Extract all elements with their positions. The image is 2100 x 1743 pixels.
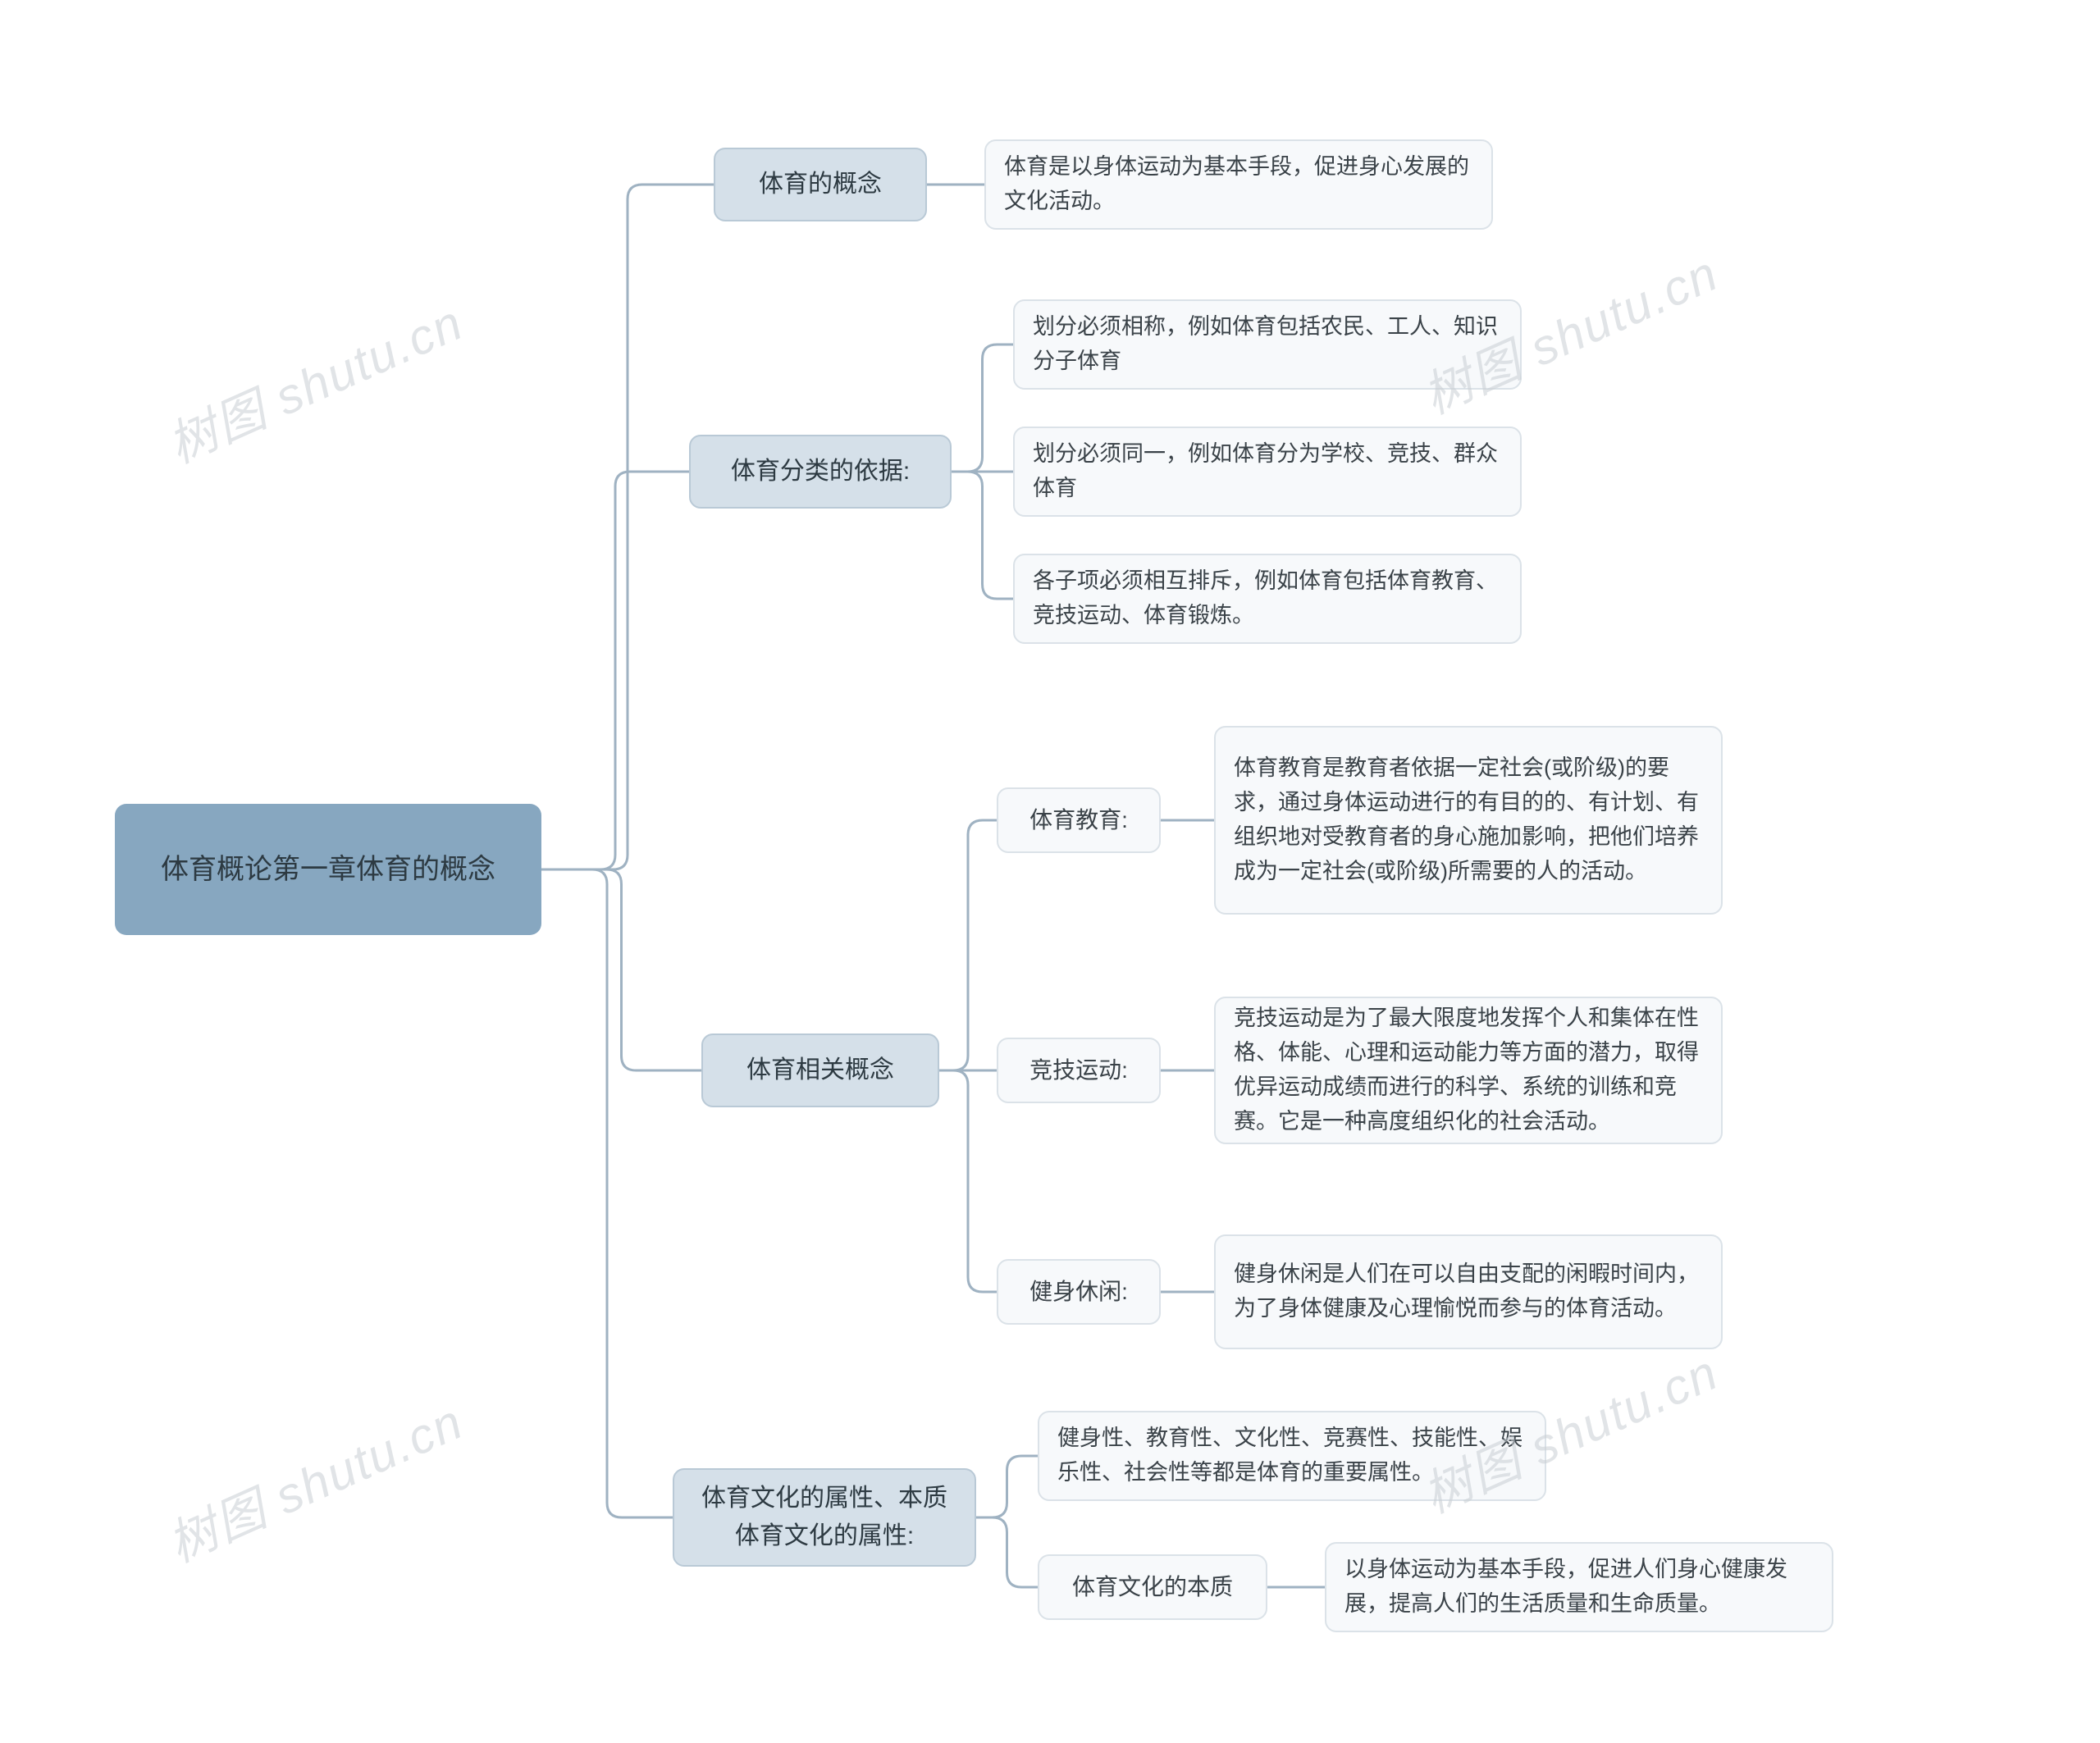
leaf-b4l1[interactable]: 健身性、教育性、文化性、竞赛性、技能性、娱乐性、社会性等都是体育的重要属性。 [1038, 1411, 1546, 1501]
leaf-b2l3-label: 各子项必须相互排斥，例如体育包括体育教育、竞技运动、体育锻炼。 [1033, 564, 1502, 633]
leaf-b2l2[interactable]: 划分必须同一，例如体育分为学校、竞技、群众体育 [1013, 427, 1522, 517]
sub-b3s2-label: 竞技运动: [1029, 1052, 1128, 1088]
root-node[interactable]: 体育概论第一章体育的概念 [115, 804, 541, 935]
branch-b1[interactable]: 体育的概念 [714, 148, 927, 221]
leaf-b2l1[interactable]: 划分必须相称，例如体育包括农民、工人、知识分子体育 [1013, 299, 1522, 390]
branch-b4[interactable]: 体育文化的属性、本质体育文化的属性: [673, 1468, 976, 1567]
leaf-b1l1[interactable]: 体育是以身体运动为基本手段，促进身心发展的文化活动。 [984, 139, 1493, 230]
sub-b3s1-label: 体育教育: [1029, 802, 1128, 837]
branch-b2[interactable]: 体育分类的依据: [689, 435, 952, 509]
leaf-b2l3[interactable]: 各子项必须相互排斥，例如体育包括体育教育、竞技运动、体育锻炼。 [1013, 554, 1522, 644]
branch-b1-label: 体育的概念 [759, 166, 882, 204]
root-node-label: 体育概论第一章体育的概念 [161, 848, 495, 892]
sub-b3s3[interactable]: 健身休闲: [997, 1259, 1161, 1325]
leaf-b2l2-label: 划分必须同一，例如体育分为学校、竞技、群众体育 [1033, 437, 1502, 506]
watermark: 树图 shutu.cn [155, 283, 473, 477]
branch-b3-label: 体育相关概念 [746, 1052, 894, 1090]
leaf-b2l1-label: 划分必须相称，例如体育包括农民、工人、知识分子体育 [1033, 310, 1502, 379]
branch-b4-label: 体育文化的属性、本质体育文化的属性: [691, 1480, 958, 1556]
leaf-b3s3l1-label: 健身休闲是人们在可以自由支配的闲暇时间内，为了身体健康及心理愉悦而参与的体育活动… [1234, 1257, 1703, 1326]
sub-b3s3-label: 健身休闲: [1029, 1274, 1128, 1309]
leaf-b4s1l1[interactable]: 以身体运动为基本手段，促进人们身心健康发展，提高人们的生活质量和生命质量。 [1325, 1542, 1833, 1632]
branch-b3[interactable]: 体育相关概念 [701, 1033, 939, 1107]
leaf-b3s1l1-label: 体育教育是教育者依据一定社会(或阶级)的要求，通过身体运动进行的有目的的、有计划… [1234, 751, 1703, 888]
leaf-b1l1-label: 体育是以身体运动为基本手段，促进身心发展的文化活动。 [1004, 150, 1473, 219]
sub-b3s1[interactable]: 体育教育: [997, 787, 1161, 853]
sub-b4s1-label: 体育文化的本质 [1072, 1569, 1233, 1604]
leaf-b3s2l1-label: 竞技运动是为了最大限度地发挥个人和集体在性格、体能、心理和运动能力等方面的潜力，… [1234, 1002, 1703, 1138]
leaf-b3s2l1[interactable]: 竞技运动是为了最大限度地发挥个人和集体在性格、体能、心理和运动能力等方面的潜力，… [1214, 997, 1723, 1144]
leaf-b3s1l1[interactable]: 体育教育是教育者依据一定社会(或阶级)的要求，通过身体运动进行的有目的的、有计划… [1214, 726, 1723, 915]
watermark: 树图 shutu.cn [155, 1382, 473, 1576]
leaf-b4s1l1-label: 以身体运动为基本手段，促进人们身心健康发展，提高人们的生活质量和生命质量。 [1344, 1553, 1814, 1622]
branch-b2-label: 体育分类的依据: [731, 453, 910, 491]
sub-b3s2[interactable]: 竞技运动: [997, 1038, 1161, 1103]
leaf-b4l1-label: 健身性、教育性、文化性、竞赛性、技能性、娱乐性、社会性等都是体育的重要属性。 [1057, 1421, 1527, 1490]
sub-b4s1[interactable]: 体育文化的本质 [1038, 1554, 1267, 1620]
leaf-b3s3l1[interactable]: 健身休闲是人们在可以自由支配的闲暇时间内，为了身体健康及心理愉悦而参与的体育活动… [1214, 1234, 1723, 1349]
